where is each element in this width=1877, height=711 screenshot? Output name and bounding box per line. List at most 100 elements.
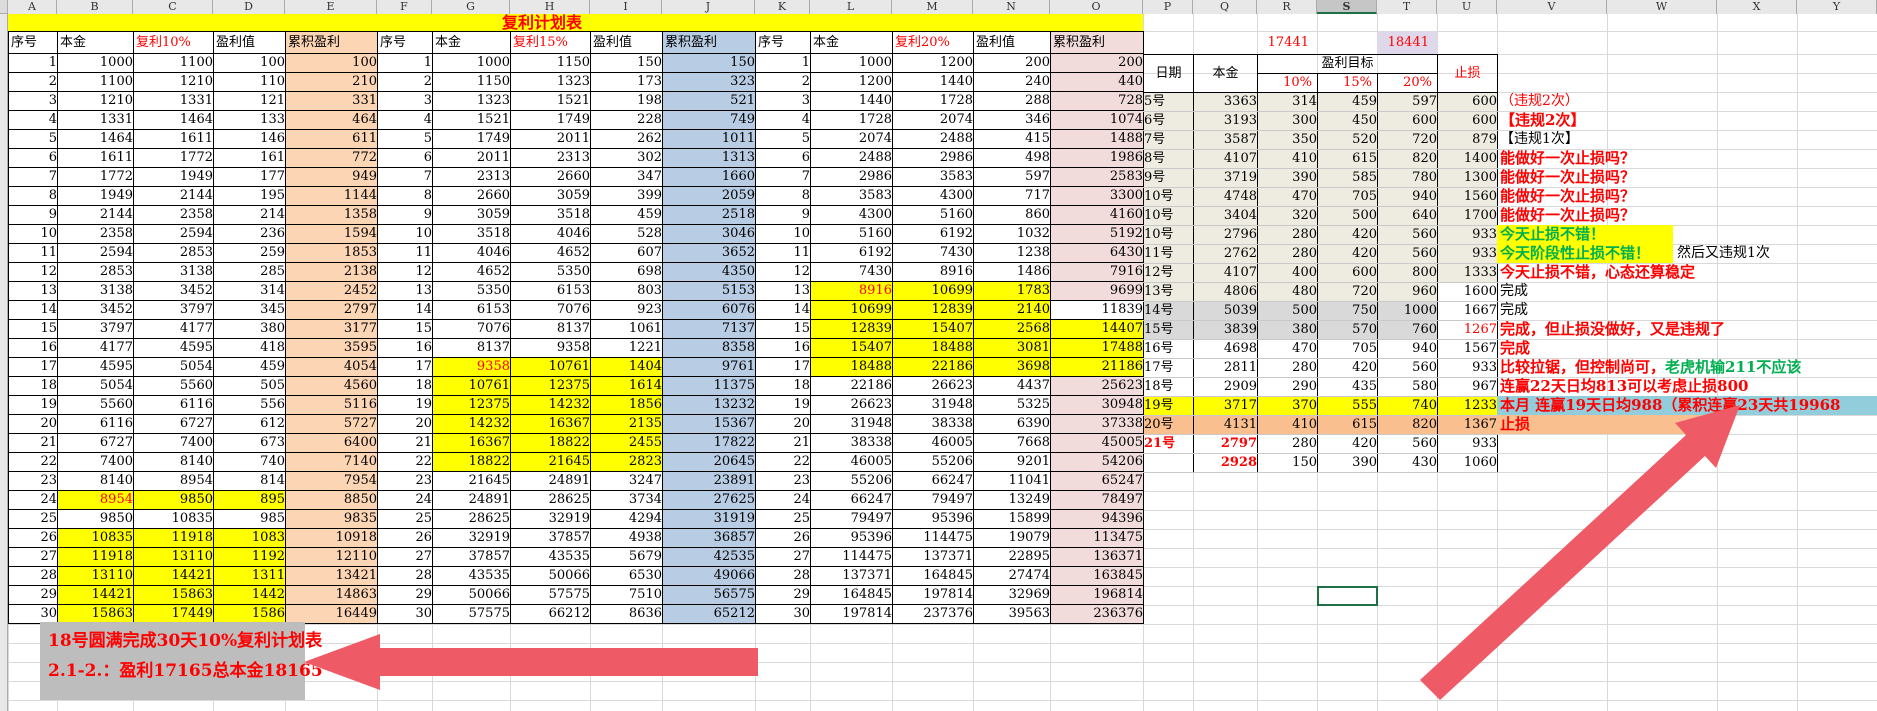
header-date[interactable]: 日期	[1143, 54, 1194, 93]
cell[interactable]: 4054	[285, 357, 378, 377]
cell[interactable]: 57575	[432, 604, 511, 624]
cell[interactable]: 10835	[57, 528, 134, 548]
cell[interactable]: 25	[755, 509, 811, 529]
cell[interactable]: 4046	[432, 243, 511, 263]
column-header-F[interactable]: F	[377, 0, 432, 14]
cell[interactable]: 3138	[57, 281, 134, 301]
cell[interactable]: 12号	[1143, 263, 1194, 283]
cell[interactable]: 6727	[57, 433, 134, 453]
cell[interactable]: 17488	[1050, 338, 1144, 358]
cell[interactable]: 146	[213, 129, 286, 149]
cell[interactable]: 3698	[973, 357, 1051, 377]
header-compound-20pct-3[interactable]: 盈利值	[973, 31, 1051, 54]
cell[interactable]: 440	[1050, 72, 1144, 92]
cell[interactable]: 1440	[892, 72, 974, 92]
cell[interactable]: 31919	[662, 509, 756, 529]
cell[interactable]: 2928	[1193, 453, 1258, 473]
cell[interactable]: 6390	[973, 414, 1051, 434]
cell[interactable]: 430	[1377, 453, 1438, 473]
annotation-cell[interactable]: 能做好一次止损吗？	[1500, 187, 1636, 205]
cell[interactable]: 1323	[432, 91, 511, 111]
cell[interactable]: 600	[1437, 92, 1498, 112]
cell[interactable]: 22	[377, 452, 433, 472]
cell[interactable]: 19079	[973, 528, 1051, 548]
cell[interactable]: 1	[8, 53, 58, 73]
cell[interactable]: 9	[377, 205, 433, 225]
cell[interactable]: 320	[1257, 206, 1318, 226]
cell[interactable]: 20	[755, 414, 811, 434]
cell[interactable]: 4046	[510, 224, 591, 244]
cell[interactable]: 772	[285, 148, 378, 168]
cell[interactable]: 15367	[662, 414, 756, 434]
cell[interactable]: 36857	[662, 528, 756, 548]
cell[interactable]: 728	[1050, 91, 1144, 111]
cell[interactable]: 24	[377, 490, 433, 510]
cell[interactable]: 1	[755, 53, 811, 73]
cell[interactable]: 2074	[810, 129, 893, 149]
cell[interactable]: 21645	[432, 471, 511, 491]
cell[interactable]: 4748	[1193, 187, 1258, 207]
cell[interactable]: 114475	[892, 528, 974, 548]
cell[interactable]: 4652	[510, 243, 591, 263]
cell[interactable]: 615	[1317, 149, 1378, 169]
cell[interactable]: 14号	[1143, 301, 1194, 321]
cell[interactable]: 435	[1317, 377, 1378, 397]
cell[interactable]: 3734	[590, 490, 663, 510]
cell[interactable]: 2594	[57, 243, 134, 263]
cell[interactable]: 38338	[810, 433, 893, 453]
cell[interactable]: 1358	[285, 205, 378, 225]
cell[interactable]: 280	[1257, 358, 1318, 378]
cell[interactable]: 17822	[662, 433, 756, 453]
cell[interactable]: 4595	[133, 338, 214, 358]
cell[interactable]: 14	[755, 300, 811, 320]
cell[interactable]: 55206	[892, 452, 974, 472]
cell[interactable]: 37857	[510, 528, 591, 548]
cell[interactable]: 1000	[1377, 301, 1438, 321]
cell[interactable]: 137371	[892, 547, 974, 567]
cell[interactable]: 895	[213, 490, 286, 510]
cell[interactable]: 1404	[590, 357, 663, 377]
cell[interactable]: 1772	[57, 167, 134, 187]
cell[interactable]: 4131	[1193, 415, 1258, 435]
cell[interactable]: 740	[1377, 396, 1438, 416]
cell[interactable]: 4	[8, 110, 58, 130]
cell[interactable]: 15	[377, 319, 433, 339]
cell[interactable]: 410	[1257, 149, 1318, 169]
cell[interactable]: 1700	[1437, 206, 1498, 226]
column-header-U[interactable]: U	[1437, 0, 1497, 14]
cell[interactable]: 100	[285, 53, 378, 73]
cell[interactable]: 8140	[57, 471, 134, 491]
cell[interactable]: 300	[1257, 111, 1318, 131]
cell[interactable]: 1150	[510, 53, 591, 73]
cell[interactable]: 10918	[285, 528, 378, 548]
cell[interactable]: 3193	[1193, 111, 1258, 131]
cell[interactable]: 10761	[510, 357, 591, 377]
cell[interactable]: 985	[213, 509, 286, 529]
cell[interactable]: 27	[755, 547, 811, 567]
cell[interactable]: 16367	[432, 433, 511, 453]
cell[interactable]: 22186	[810, 376, 893, 396]
cell[interactable]: 15863	[57, 604, 134, 624]
cell[interactable]: 2583	[1050, 167, 1144, 187]
cell[interactable]: 5054	[57, 376, 134, 396]
cell[interactable]: 236376	[1050, 604, 1144, 624]
cell[interactable]: 4350	[662, 262, 756, 282]
column-header-M[interactable]: M	[892, 0, 973, 14]
cell[interactable]: 10号	[1143, 187, 1194, 207]
cell[interactable]: 150	[1257, 453, 1318, 473]
cell[interactable]: 5192	[1050, 224, 1144, 244]
cell[interactable]: 23891	[662, 471, 756, 491]
cell[interactable]: 3046	[662, 224, 756, 244]
cell[interactable]: 803	[590, 281, 663, 301]
cell[interactable]: 14232	[432, 414, 511, 434]
cell[interactable]: 1210	[133, 72, 214, 92]
cell[interactable]: 17	[377, 357, 433, 377]
cell[interactable]: 30	[755, 604, 811, 624]
cell[interactable]: 933	[1437, 244, 1498, 264]
cell[interactable]: 879	[1437, 130, 1498, 150]
cell[interactable]: 717	[973, 186, 1051, 206]
cell[interactable]: 2455	[590, 433, 663, 453]
cell[interactable]: 21645	[510, 452, 591, 472]
cell[interactable]: 19	[377, 395, 433, 415]
cell[interactable]: 8137	[432, 338, 511, 358]
